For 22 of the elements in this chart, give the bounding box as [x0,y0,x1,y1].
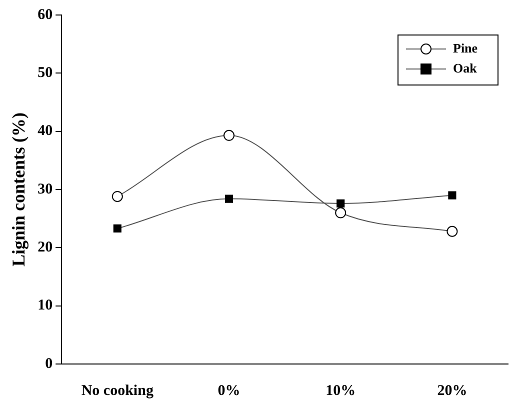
point [113,224,122,233]
y-tick-label: 60 [38,6,53,23]
y-tick-label: 50 [38,65,53,82]
legend-label: Oak [453,60,478,76]
point [112,190,123,202]
y-tick-label: 40 [38,123,53,140]
point [335,207,346,218]
point [446,226,458,237]
y-tick-label: 20 [38,240,53,256]
point [224,194,234,203]
y-tick-label: 30 [38,181,53,198]
y-tick-label: 0 [45,356,53,372]
x-tick-label: 20% [437,382,468,399]
x-tick-label: 10% [326,382,356,399]
x-tick-label: 0% [218,382,240,399]
x-tick-label: No cooking [81,382,154,399]
legend-label: Pine [453,40,478,56]
y-axis-title: Lignin contents (%) [8,112,28,267]
point [448,191,456,200]
point [224,130,234,141]
point [336,199,345,208]
y-tick-label: 10 [38,298,53,314]
